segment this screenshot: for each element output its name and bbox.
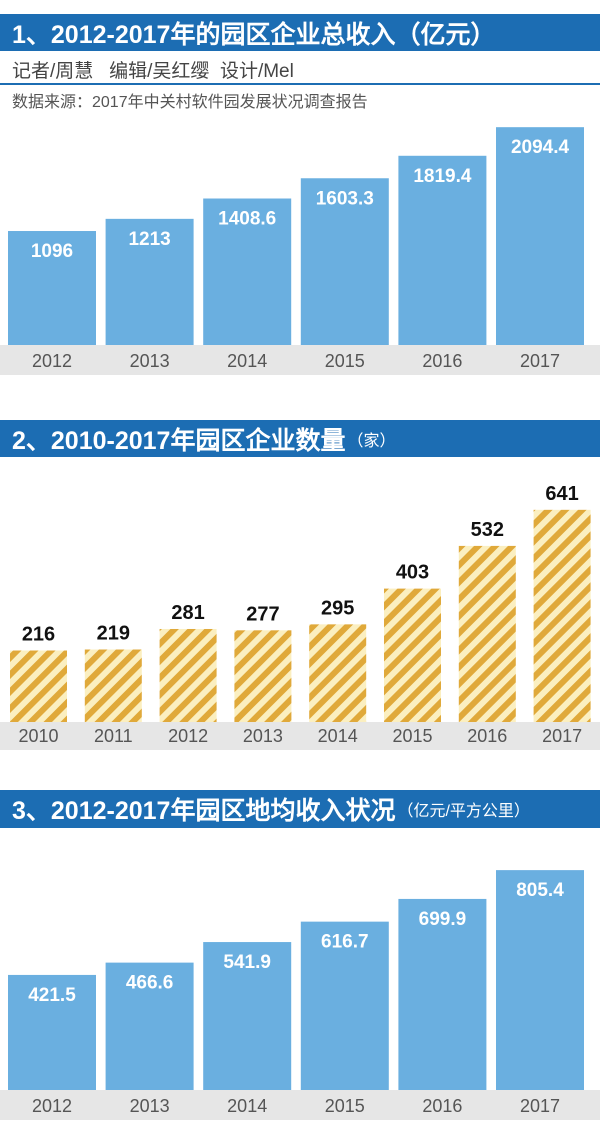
x-tick-label: 2013 <box>130 1096 170 1116</box>
x-tick-label: 2012 <box>168 726 208 746</box>
data-label: 1408.6 <box>218 209 276 230</box>
x-tick-label: 2014 <box>227 1096 267 1116</box>
data-label: 641 <box>545 483 578 505</box>
data-source: 数据来源：2017年中关村软件园发展状况调查报告 <box>12 94 368 111</box>
bar-2017 <box>496 127 584 345</box>
axis-band <box>0 722 600 750</box>
bar-2015 <box>300 921 389 1090</box>
bar-2014 <box>203 198 292 345</box>
chart2-title: 2、2010-2017年园区企业数量 （家） <box>0 420 600 457</box>
chart1-title: 1、2012-2017年的园区企业总收入（亿元） <box>0 14 600 51</box>
bar-2014 <box>203 942 292 1090</box>
bar-2017 <box>533 509 591 722</box>
divider <box>0 83 600 85</box>
data-label: 277 <box>246 603 279 625</box>
x-tick-label: 2015 <box>325 351 365 371</box>
data-label: 1603.3 <box>316 188 374 209</box>
x-tick-label: 2012 <box>32 1096 72 1116</box>
bar-2014 <box>309 624 367 722</box>
chart3-title-text: 3、2012-2017年园区地均收入状况 <box>12 797 396 825</box>
chart1: 1096 2012 1213 2013 1408.6 2014 1603.3 2015 1819… <box>0 127 600 375</box>
data-label: 216 <box>22 624 55 646</box>
bar-2016 <box>398 898 487 1090</box>
bar-2012 <box>8 231 96 345</box>
bar-2012 <box>159 628 217 722</box>
x-tick-label: 2015 <box>392 726 432 746</box>
data-label: 403 <box>396 562 429 584</box>
chart2-title-text: 2、2010-2017年园区企业数量 <box>12 426 346 455</box>
x-tick-label: 2017 <box>542 726 582 746</box>
bar-2010 <box>10 650 67 722</box>
bar-2013 <box>105 962 194 1090</box>
data-label: 1213 <box>128 229 170 250</box>
bar-2015 <box>384 588 441 722</box>
x-tick-label: 2016 <box>467 726 507 746</box>
chart2-title-unit: （家） <box>347 432 396 450</box>
chart1-title-text: 1、2012-2017年的园区企业总收入（亿元） <box>12 20 496 49</box>
x-tick-label: 2014 <box>227 351 267 371</box>
x-tick-label: 2011 <box>94 726 133 746</box>
data-label: 219 <box>97 623 130 645</box>
data-label: 532 <box>471 519 504 541</box>
chart3-title: 3、2012-2017年园区地均收入状况 （亿元/平方公里） <box>0 790 600 828</box>
x-tick-label: 2013 <box>130 351 170 371</box>
x-tick-label: 2016 <box>422 351 462 371</box>
data-label: 466.6 <box>126 973 174 994</box>
data-label: 281 <box>171 602 204 624</box>
data-label: 1096 <box>31 241 73 262</box>
bar-2013 <box>234 630 292 722</box>
chart3: 421.5 2012 466.6 2013 541.9 2014 616.7 2015 699.… <box>0 870 600 1120</box>
axis-band <box>0 1090 600 1120</box>
bar-2012 <box>8 974 96 1090</box>
bar-2017 <box>496 870 584 1090</box>
x-tick-label: 2014 <box>318 726 358 746</box>
axis-band <box>0 345 600 375</box>
x-tick-label: 2017 <box>520 1096 560 1116</box>
bar-2011 <box>84 649 142 722</box>
data-label: 541.9 <box>223 952 271 973</box>
data-label: 699.9 <box>419 909 467 930</box>
chart2: 216 2010 219 2011 281 2012 277 2013 295 2014 403 20… <box>0 483 600 750</box>
x-tick-label: 2017 <box>520 351 560 371</box>
byline: 记者/周慧 编辑/吴红缨 设计/Mel <box>12 61 294 82</box>
data-label: 1819.4 <box>413 166 472 187</box>
data-label: 805.4 <box>516 880 564 901</box>
data-label: 295 <box>321 597 354 619</box>
bar-2016 <box>398 155 487 345</box>
x-tick-label: 2012 <box>32 351 72 371</box>
bar-2013 <box>105 218 194 345</box>
bar-2016 <box>458 545 516 722</box>
x-tick-label: 2013 <box>243 726 283 746</box>
chart3-title-unit: （亿元/平方公里） <box>397 803 530 820</box>
x-tick-label: 2010 <box>18 726 58 746</box>
data-label: 2094.4 <box>511 137 570 158</box>
data-label: 421.5 <box>28 985 76 1006</box>
x-tick-label: 2016 <box>422 1096 462 1116</box>
x-tick-label: 2015 <box>325 1096 365 1116</box>
bar-2015 <box>300 178 389 345</box>
data-label: 616.7 <box>321 932 369 953</box>
